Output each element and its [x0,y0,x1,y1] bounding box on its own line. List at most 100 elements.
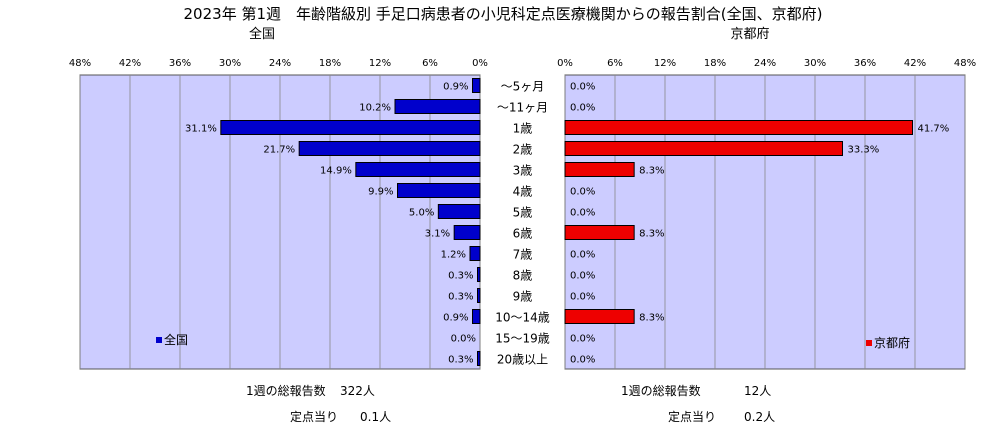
age-category-label: 3歳 [513,164,533,178]
national-value-label: 31.1% [185,124,217,135]
chart-title: 2023年 第1週 年齢階級別 手足口病患者の小児科定点医療機関からの報告割合(… [184,5,823,23]
national-total-value: 322人 [340,384,375,398]
national-bar [472,309,481,324]
national-bars [220,78,481,366]
national-bar [298,141,481,156]
national-axis-ticks: 48% 42% 36% 30% 24% 18% 12% 6% 0% [69,58,488,69]
national-value-label: 1.2% [441,250,466,261]
national-total-label: 1週の総報告数 [246,383,326,398]
age-category-label: ～11ヶ月 [497,101,548,115]
kyoto-bar [564,162,635,177]
national-bar [394,99,481,114]
age-category-label: 2歳 [513,143,533,157]
national-value-label: 9.9% [368,187,393,198]
kyoto-total-label: 1週の総報告数 [621,383,701,398]
kyoto-value-label: 0.0% [570,103,595,114]
kyoto-bar [564,141,843,156]
age-category-label: 20歳以上 [497,353,548,367]
kyoto-per-value: 0.2人 [744,410,775,424]
national-tick-label: 18% [319,58,341,69]
kyoto-tick-label: 42% [904,58,926,69]
national-bar [220,120,481,135]
kyoto-total-value: 12人 [744,384,771,398]
national-value-label: 10.2% [359,103,391,114]
age-category-label: 1歳 [513,122,533,136]
kyoto-tick-label: 24% [754,58,776,69]
national-tick-label: 42% [119,58,141,69]
kyoto-value-label: 0.0% [570,334,595,345]
age-category-label: 9歳 [513,290,533,304]
kyoto-axis-ticks: 0% 6% 12% 18% 24% 30% 36% 42% 48% [557,58,976,69]
kyoto-value-label: 0.0% [570,187,595,198]
national-bar [355,162,481,177]
kyoto-bar [564,120,913,135]
national-bar [477,267,481,282]
age-category-label: 4歳 [513,185,533,199]
national-value-label: 0.3% [448,292,473,303]
kyoto-bar [564,225,635,240]
kyoto-value-label: 0.0% [570,82,595,93]
kyoto-tick-label: 0% [557,58,573,69]
national-bar [469,246,481,261]
age-category-label: 6歳 [513,227,533,241]
national-tick-label: 30% [219,58,241,69]
national-value-label: 5.0% [409,208,434,219]
kyoto-footer: 1週の総報告数 12人 定点当り 0.2人 [621,383,775,424]
national-tick-label: 48% [69,58,91,69]
kyoto-legend: 京都府 [866,335,910,350]
kyoto-value-label: 41.7% [918,124,950,135]
national-bar [397,183,481,198]
national-value-label: 3.1% [425,229,450,240]
national-bar [477,288,481,303]
kyoto-value-label: 0.0% [570,271,595,282]
national-value-label: 0.3% [448,355,473,366]
national-value-labels: 0.9% 10.2% 31.1% 21.7% 14.9% 9.9% 5.0% 3.1% 1.2%… [185,82,476,366]
age-category-label: 7歳 [513,248,533,262]
kyoto-tick-label: 18% [704,58,726,69]
kyoto-value-label: 33.3% [848,145,880,156]
national-legend: 全国 [156,332,188,347]
kyoto-value-label: 0.0% [570,208,595,219]
kyoto-value-label: 0.0% [570,250,595,261]
national-per-label: 定点当り [290,409,338,424]
kyoto-legend-label: 京都府 [874,335,910,350]
kyoto-tick-label: 48% [954,58,976,69]
kyoto-per-label: 定点当り [668,409,716,424]
age-category-labels: ～5ヶ月 ～11ヶ月 1歳 2歳 3歳 4歳 5歳 6歳 7歳 8歳 9歳 10～14歳 15～19歳 2… [495,80,550,367]
kyoto-legend-swatch [866,340,872,346]
kyoto-value-label: 8.3% [639,229,664,240]
kyoto-tick-label: 12% [654,58,676,69]
national-value-label: 0.3% [448,271,473,282]
national-tick-label: 24% [269,58,291,69]
age-category-label: 15～19歳 [495,332,550,346]
national-tick-label: 6% [422,58,438,69]
kyoto-value-label: 8.3% [639,313,664,324]
age-category-label: 5歳 [513,206,533,220]
national-tick-label: 0% [472,58,488,69]
kyoto-value-label: 0.0% [570,292,595,303]
kyoto-subtitle: 京都府 [730,27,769,42]
kyoto-value-label: 0.0% [570,355,595,366]
national-value-label: 14.9% [320,166,352,177]
kyoto-tick-label: 36% [854,58,876,69]
kyoto-tick-label: 30% [804,58,826,69]
national-value-label: 0.0% [451,334,476,345]
national-bar [437,204,481,219]
age-category-label: ～5ヶ月 [501,80,545,94]
age-category-label: 10～14歳 [495,311,550,325]
age-category-label: 8歳 [513,269,533,283]
national-bar [453,225,481,240]
national-bar [477,351,481,366]
national-tick-label: 36% [169,58,191,69]
kyoto-bars [564,120,913,324]
national-subtitle: 全国 [249,26,275,42]
national-value-label: 21.7% [263,145,295,156]
national-footer: 1週の総報告数 322人 定点当り 0.1人 [246,383,391,424]
kyoto-value-label: 8.3% [639,166,664,177]
national-per-value: 0.1人 [360,410,391,424]
national-bar [472,78,481,93]
kyoto-value-labels: 0.0% 0.0% 41.7% 33.3% 8.3% 0.0% 0.0% 8.3% 0.0% 0.… [570,82,949,366]
kyoto-bar [564,309,635,324]
kyoto-tick-label: 6% [607,58,623,69]
